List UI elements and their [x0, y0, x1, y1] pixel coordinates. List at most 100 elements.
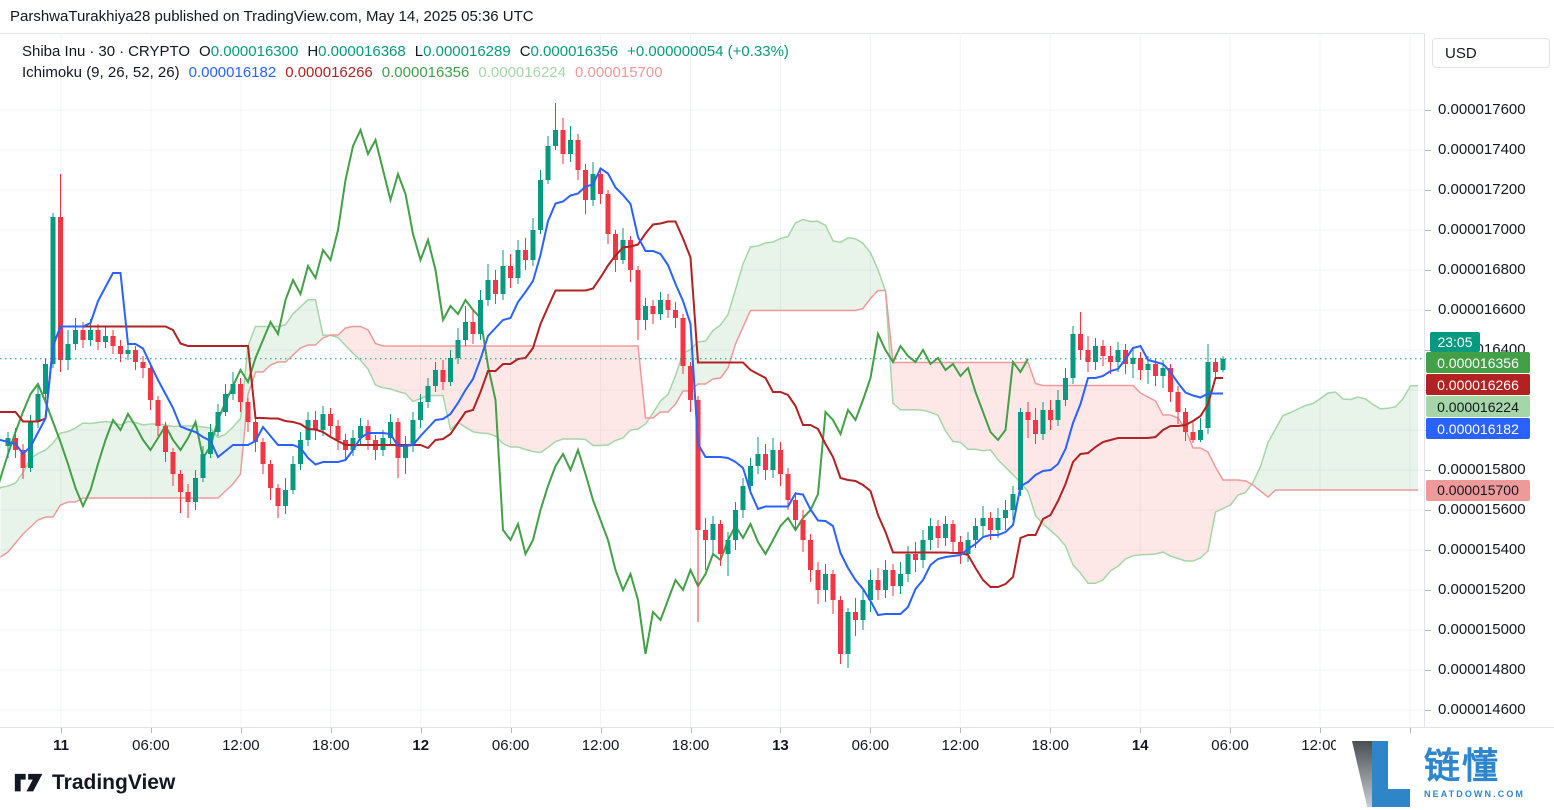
price-axis-badge: 0.000016266 — [1426, 374, 1530, 396]
price-tick-mark — [1425, 229, 1431, 231]
publish-header-text: ParshwaTurakhiya28 published on TradingV… — [10, 8, 534, 25]
price-change: +0.000000054 (+0.33%) — [627, 43, 789, 60]
ohlc-value: 0.000016368 — [318, 43, 406, 60]
time-tick-mark — [330, 728, 332, 733]
ohlc-label: L — [414, 43, 424, 60]
time-tick-label: 12 — [412, 737, 430, 754]
ohlc-label: O — [199, 43, 211, 60]
ohlc-value: 0.000016300 — [210, 43, 299, 60]
time-tick-label: 12:00 — [941, 737, 980, 754]
indicator-value: 0.000016356 — [381, 64, 470, 81]
price-tick-mark — [1425, 349, 1431, 351]
price-tick-mark — [1425, 549, 1431, 551]
time-tick-label: 06:00 — [132, 737, 170, 754]
publish-header-bar: ParshwaTurakhiya28 published on TradingV… — [0, 0, 1554, 34]
symbol-name[interactable]: Shiba Inu — [22, 43, 86, 60]
price-tick-mark — [1425, 509, 1431, 511]
time-tick-label: 18:00 — [1031, 737, 1069, 754]
time-tick-mark — [150, 728, 152, 733]
indicator-name[interactable]: Ichimoku (9, 26, 52, 26) — [22, 64, 180, 81]
symbol-legend-row[interactable]: Shiba Inu · 30 · CRYPTO O0.000016300 H0.000016… — [22, 42, 789, 62]
price-tick-label: 0.000014600 — [1438, 701, 1526, 718]
neatdown-logo-foot-icon — [1372, 789, 1410, 807]
bar-countdown-badge: 23:05 — [1430, 331, 1480, 352]
ohlc-label: H — [307, 43, 319, 60]
price-tick-label: 0.000017400 — [1438, 141, 1526, 158]
price-tick-label: 0.000015200 — [1438, 581, 1526, 598]
price-axis-badge: 0.000015700 — [1426, 479, 1530, 501]
time-tick-mark — [1409, 728, 1411, 733]
time-tick-label: 06:00 — [491, 737, 530, 754]
ohlc-values: O0.000016300 H0.000016368 L0.000016289 C0.0… — [190, 43, 618, 60]
price-tick-label: 0.000016600 — [1438, 301, 1526, 318]
price-tick-mark — [1425, 629, 1431, 631]
price-tick-mark — [1425, 469, 1431, 471]
time-tick-mark — [780, 728, 782, 733]
indicator-values: 0.000016182 0.000016266 0.000016356 0.00001… — [180, 64, 663, 81]
time-tick-mark — [61, 728, 62, 733]
time-tick-label: 12:00 — [581, 737, 620, 754]
tradingview-brand[interactable]: TradingView — [14, 771, 175, 795]
time-tick-label: 18:00 — [671, 737, 710, 754]
time-tick-mark — [1050, 728, 1052, 733]
time-tick-label: 13 — [772, 737, 789, 754]
price-tick-label: 0.000015800 — [1438, 461, 1526, 478]
chart-plot-area[interactable] — [0, 33, 1424, 727]
time-tick-mark — [420, 728, 422, 733]
price-tick-mark — [1425, 589, 1431, 591]
indicator-value: 0.000015700 — [574, 64, 663, 81]
separator-dot: · — [119, 43, 125, 60]
indicator-value: 0.000016266 — [285, 64, 373, 81]
time-tick-label: 12:00 — [222, 737, 260, 754]
time-tick-label: 14 — [1131, 737, 1149, 754]
time-tick-mark — [960, 728, 962, 733]
price-tick-mark — [1425, 309, 1431, 311]
neatdown-watermark: 链懂 NEATDOWN.COM — [1336, 738, 1554, 810]
symbol-exchange: CRYPTO — [128, 43, 191, 60]
ohlc-value: 0.000016289 — [423, 43, 511, 60]
time-tick-mark — [870, 728, 872, 733]
ohlc-label: C — [519, 43, 531, 60]
price-tick-mark — [1425, 149, 1431, 151]
footer-bar: TradingView — [0, 765, 1554, 810]
time-scale[interactable]: 11 06:00 12:00 18:00 12 06:00 12:00 18:00 13 06:0… — [0, 727, 1554, 767]
tradingview-logo-icon — [14, 773, 43, 792]
indicator-value: 0.000016224 — [478, 64, 566, 81]
neatdown-chinese-name: 链懂 — [1424, 745, 1501, 786]
price-tick-label: 0.000015400 — [1438, 541, 1526, 558]
indicator-value: 0.000016182 — [188, 64, 277, 81]
time-tick-mark — [1140, 728, 1142, 733]
price-tick-label: 0.000017200 — [1438, 181, 1526, 198]
symbol-interval[interactable]: 30 — [98, 43, 116, 60]
time-tick-mark — [600, 728, 602, 733]
chart-legend: Shiba Inu · 30 · CRYPTO O0.000016300 H0.000016… — [22, 42, 789, 84]
price-tick-mark — [1425, 709, 1431, 711]
price-tick-label: 0.000015600 — [1438, 501, 1526, 518]
tradingview-wordmark: TradingView — [52, 771, 176, 794]
price-axis-badge: 0.000016182 — [1426, 418, 1530, 440]
separator-dot: · — [89, 43, 95, 60]
currency-toggle-button[interactable]: USD — [1432, 38, 1550, 68]
price-tick-label: 0.000015000 — [1438, 621, 1526, 638]
time-tick-mark — [1320, 728, 1322, 733]
time-tick-label: 18:00 — [312, 737, 350, 754]
time-tick-label: 06:00 — [851, 737, 890, 754]
price-axis-badge: 0.000016356 — [1426, 352, 1530, 374]
price-scale[interactable]: 0.000017600 0.000017400 0.000017200 0.00001… — [1424, 33, 1554, 758]
price-tick-mark — [1425, 669, 1431, 671]
neatdown-domain: NEATDOWN.COM — [1424, 788, 1526, 799]
price-tick-mark — [1425, 189, 1431, 191]
price-tick-label: 0.000016800 — [1438, 261, 1526, 278]
time-tick-mark — [690, 728, 692, 733]
price-tick-label: 0.000014800 — [1438, 661, 1526, 678]
neatdown-text-block: 链懂 NEATDOWN.COM — [1424, 746, 1525, 799]
price-tick-mark — [1425, 269, 1431, 271]
candlestick-ichimoku-chart[interactable] — [0, 33, 1424, 727]
time-tick-mark — [1230, 728, 1232, 733]
time-tick-mark — [510, 728, 512, 733]
indicator-legend-row[interactable]: Ichimoku (9, 26, 52, 26) 0.000016182 0.000… — [22, 63, 789, 83]
ohlc-value: 0.000016356 — [530, 43, 619, 60]
time-tick-label: 11 — [53, 737, 69, 754]
price-tick-label: 0.000017600 — [1438, 101, 1526, 118]
time-tick-label: 06:00 — [1211, 737, 1249, 754]
